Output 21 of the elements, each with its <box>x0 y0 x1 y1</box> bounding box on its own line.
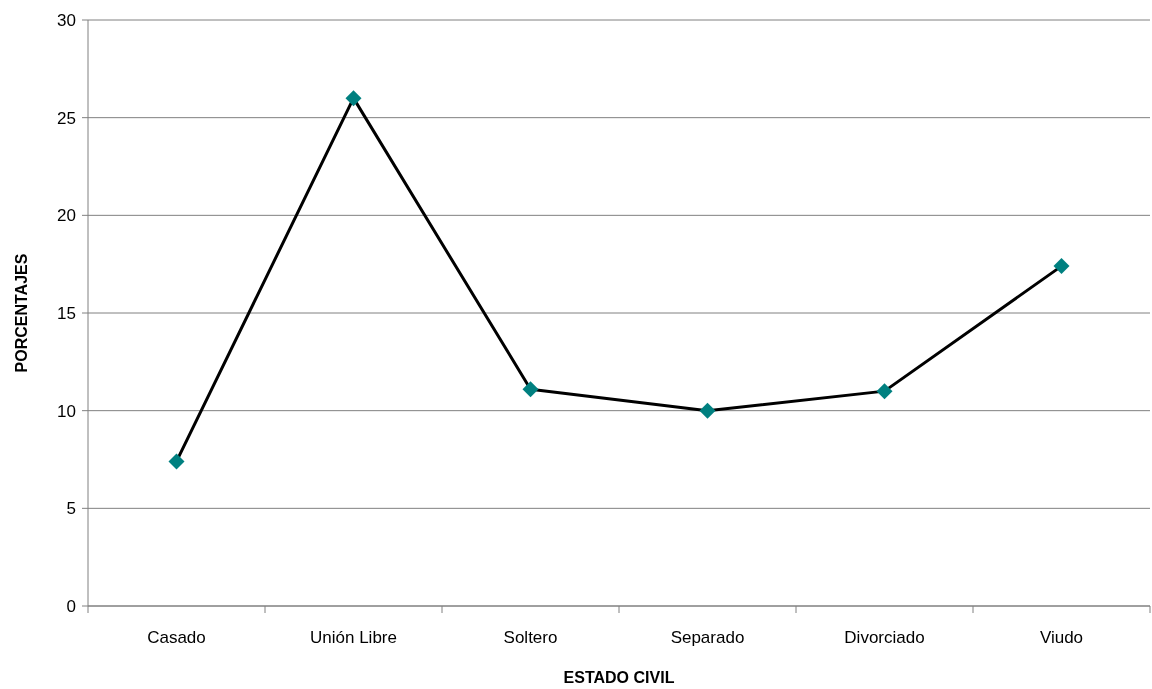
x-axis-title: ESTADO CIVIL <box>563 669 675 686</box>
x-tick-label: Viudo <box>1039 628 1084 647</box>
point <box>522 381 539 398</box>
x-tick-label: Casado <box>147 628 206 647</box>
y-tick-label: 10 <box>57 401 76 421</box>
y-tick-label: 15 <box>57 303 76 323</box>
y-tick-label: 30 <box>57 10 76 30</box>
point <box>168 453 185 470</box>
x-tick-label: Soltero <box>503 628 558 647</box>
point <box>876 383 893 400</box>
x-tick-label: Divorciado <box>844 628 925 647</box>
point <box>699 402 716 419</box>
y-tick-label: 20 <box>57 206 76 226</box>
x-tick-label: Unión Libre <box>310 628 397 647</box>
x-tick-label: Separado <box>670 628 745 647</box>
point <box>1053 258 1070 275</box>
point <box>345 90 362 107</box>
y-tick-label: 0 <box>66 596 76 616</box>
y-tick-label: 25 <box>57 108 76 128</box>
y-tick-label: 5 <box>66 499 76 519</box>
y-axis-title: PORCENTAJES <box>13 253 30 373</box>
